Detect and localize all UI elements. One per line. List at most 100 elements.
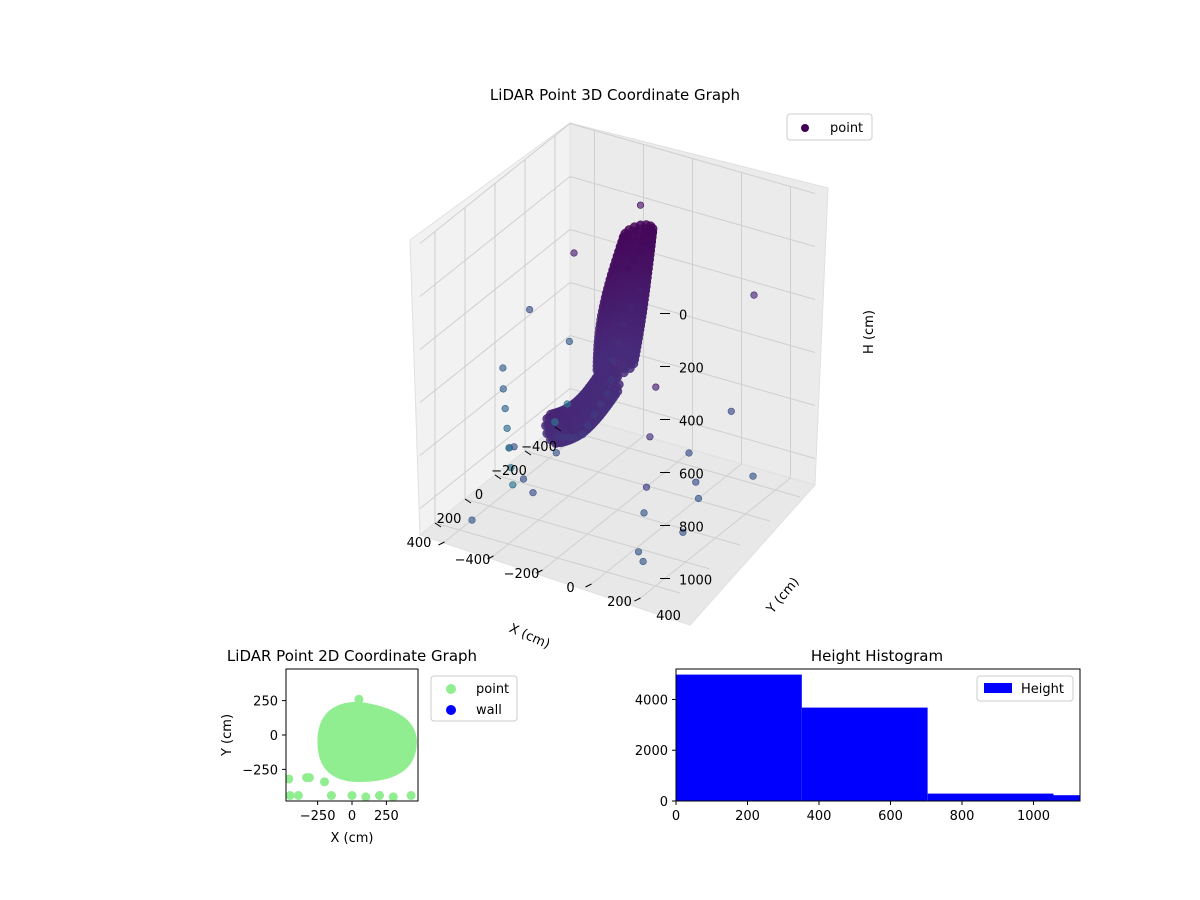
data-point-3d [565, 337, 574, 346]
points-2d-clipped [286, 694, 417, 801]
data-point-3d [499, 385, 507, 393]
tick-label-x-3d: 200 [437, 512, 462, 527]
data-point-3d [685, 449, 693, 457]
data-point-3d [519, 475, 528, 483]
legend-2d-point-marker [446, 684, 456, 694]
chart-histogram: Height Histogram 0 200 400 600 800 1000 0 2000 4… [635, 647, 1081, 824]
tick-label-x-hist: 400 [807, 809, 832, 824]
data-point-3d [571, 434, 579, 442]
histogram-bar [1053, 795, 1080, 801]
data-point-3d [639, 238, 647, 246]
tick-label-x-hist: 1000 [1017, 809, 1050, 824]
data-point-2d [286, 791, 295, 800]
tick-mark-x-3d [524, 450, 532, 456]
data-point-2d [347, 791, 357, 800]
data-point-3d [608, 356, 617, 364]
title-2d: LiDAR Point 2D Coordinate Graph [227, 647, 477, 665]
tick-label-z-3d: 400 [679, 415, 704, 430]
data-point-2d [344, 703, 354, 712]
tick-label-x-3d: −200 [491, 464, 527, 479]
pane-floor [418, 414, 816, 626]
data-point-3d [627, 304, 636, 312]
tick-mark-x-3d [554, 426, 562, 432]
data-point-3d [750, 291, 758, 299]
data-point-3d [570, 249, 578, 257]
data-point-3d [727, 407, 735, 415]
data-point-3d [642, 229, 650, 237]
legend-hist-swatch [984, 683, 1012, 693]
data-point-3d [551, 418, 559, 426]
legend-hist-box [976, 675, 1074, 702]
title-hist: Height Histogram [811, 647, 943, 665]
data-point-3d [679, 528, 687, 536]
histogram-bar [927, 793, 1054, 801]
tick-label-y-hist: 2000 [635, 744, 668, 759]
tick-label-z-3d: 200 [679, 362, 704, 377]
legend-3d-label: point [830, 121, 863, 136]
tick-label-y-3d: 200 [607, 595, 632, 610]
ylabel-2d: Y (cm) [220, 714, 235, 757]
ticks-hist: 0 200 400 600 800 1000 0 2000 4000 [635, 693, 1050, 824]
tick-label-y-3d: 0 [566, 581, 574, 596]
tick-label-z-3d: 800 [679, 521, 704, 536]
ticks-2d: −250 0 250 −250 0 250 [242, 695, 399, 824]
chart-2d: LiDAR Point 2D Coordinate Graph −250 0 250… [220, 647, 518, 846]
histogram-bar [801, 707, 928, 801]
data-point-2d [354, 694, 364, 704]
tick-label-x-hist: 600 [878, 809, 903, 824]
data-point-3d-cluster [559, 418, 569, 429]
data-point-2d [286, 774, 294, 784]
data-point-3d [584, 421, 592, 429]
data-point-3d [468, 516, 476, 524]
data-point-3d [603, 389, 612, 398]
data-point-3d [579, 431, 587, 439]
grid-3d [419, 122, 816, 599]
data-point-2d [326, 791, 336, 800]
tick-label-x-2d: −250 [300, 809, 336, 824]
points-2d [286, 694, 417, 801]
data-point-3d [636, 201, 645, 209]
chart-3d: −400 −200 0 200 400 −400 −200 0 200 400 0 200 400 600… [407, 86, 877, 652]
data-point-2d [375, 791, 384, 800]
data-point-3d [619, 321, 628, 329]
tick-label-y-2d: 250 [253, 695, 278, 710]
grid-line-h [419, 334, 816, 456]
legend-2d-wall-marker [446, 705, 456, 715]
grid-line-y-floor [591, 463, 742, 585]
grid-line-h [419, 228, 816, 350]
grid-line-h [419, 122, 816, 244]
tick-mark-y-3d [487, 555, 494, 560]
tick-label-y-hist: 0 [660, 795, 668, 810]
tick-label-x-hist: 800 [950, 809, 975, 824]
xlabel-2d: X (cm) [331, 831, 374, 846]
data-point-3d [635, 287, 643, 295]
data-point-3d [642, 483, 651, 491]
data-point-3d [646, 433, 654, 441]
data-point-3d [607, 376, 616, 384]
tick-label-x-3d: −400 [521, 440, 557, 455]
legend-3d: point [786, 113, 873, 141]
data-point-3d [640, 509, 648, 517]
points-3d [468, 201, 758, 566]
data-point-3d [529, 489, 537, 497]
tick-mark-x-3d [464, 498, 472, 504]
ticks-3d: −400 −200 0 200 400 −400 −200 0 200 400 0 200 400 600… [407, 309, 713, 625]
data-point-2d [406, 791, 416, 800]
data-point-3d [507, 464, 515, 472]
axes-hist-frame-top [675, 668, 1081, 802]
tick-mark-y-3d [585, 583, 592, 588]
data-point-3d [590, 411, 598, 419]
tick-label-y-2d: 0 [270, 729, 278, 744]
data-point-3d [509, 481, 517, 489]
data-point-3d [565, 433, 573, 442]
bars-hist [676, 674, 1080, 801]
tick-label-x-2d: 0 [348, 809, 356, 824]
data-point-3d [552, 449, 560, 457]
data-point-3d [499, 364, 507, 372]
tick-mark-x-3d [434, 522, 442, 528]
data-point-2d [388, 792, 398, 801]
title-3d: LiDAR Point 3D Coordinate Graph [490, 86, 740, 104]
grid-line-y-floor [542, 449, 693, 571]
tick-label-y-3d: −400 [455, 553, 491, 568]
